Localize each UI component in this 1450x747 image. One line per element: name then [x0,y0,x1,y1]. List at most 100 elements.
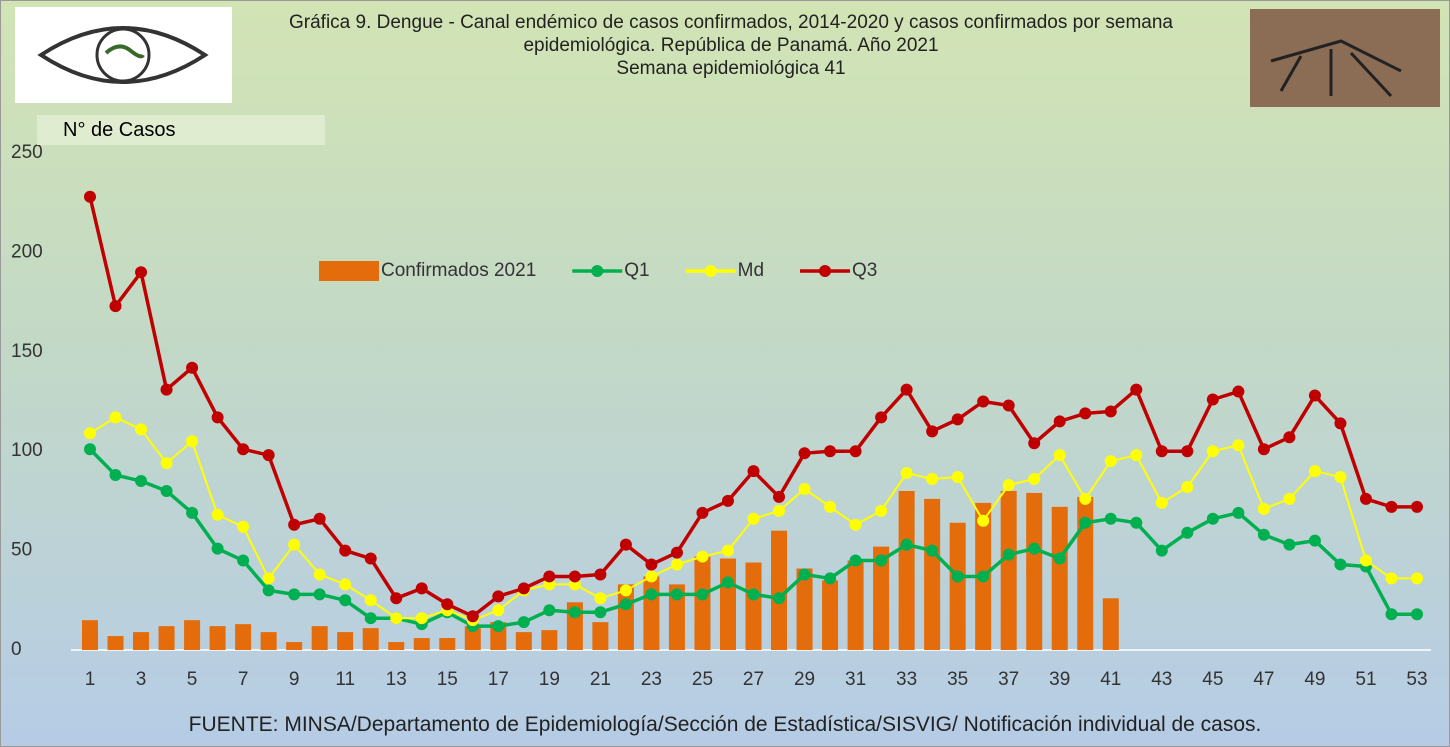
y-tick-label: 250 [11,142,43,163]
bar [899,491,915,650]
marker [799,568,811,580]
bar [363,628,379,650]
marker [773,505,785,517]
marker [773,491,785,503]
marker [110,411,122,423]
marker [850,519,862,531]
marker [722,576,734,588]
marker [1003,479,1015,491]
marker [1181,527,1193,539]
marker [1054,449,1066,461]
bar [694,557,710,650]
marker [824,445,836,457]
logo [15,7,232,103]
marker [748,465,760,477]
marker [569,570,581,582]
marker [926,545,938,557]
x-tick-label: 11 [335,669,355,690]
marker [875,555,887,567]
marker [1156,497,1168,509]
marker [110,469,122,481]
marker [1207,513,1219,525]
marker [1258,443,1270,455]
marker [645,559,657,571]
page: 0501001502002501357911131517192123252729… [0,0,1450,747]
marker [84,191,96,203]
x-tick-label: 15 [437,669,458,690]
bar [414,638,430,650]
bar [720,559,736,650]
bar [108,636,124,650]
y-tick-label: 200 [11,241,43,262]
bar [924,499,940,650]
marker [1054,415,1066,427]
bar [1052,507,1068,650]
marker [926,473,938,485]
marker [1385,501,1397,513]
bar [286,642,302,650]
marker [1130,517,1142,529]
x-tick-label: 41 [1100,669,1121,690]
marker [263,449,275,461]
marker [1309,535,1321,547]
marker [1334,417,1346,429]
bar [746,563,762,650]
marker [161,384,173,396]
legend-label: Md [738,260,764,281]
marker [390,612,402,624]
x-tick-label: 21 [590,669,611,690]
x-tick-label: 31 [845,669,866,690]
marker [237,443,249,455]
marker [1283,539,1295,551]
marker [671,588,683,600]
marker [875,411,887,423]
marker [288,519,300,531]
legend-swatch [705,265,717,277]
marker [1385,572,1397,584]
bar [1001,491,1017,650]
marker [1054,553,1066,565]
x-tick-label: 5 [187,669,198,690]
marker [850,445,862,457]
marker [518,582,530,594]
marker [773,592,785,604]
chart: 0501001502002501357911131517192123252729… [1,1,1449,746]
marker [365,594,377,606]
marker [1258,529,1270,541]
bar [312,626,328,650]
marker [1003,549,1015,561]
marker [1079,407,1091,419]
marker [1156,545,1168,557]
marker [1360,555,1372,567]
marker [135,266,147,278]
marker [671,559,683,571]
x-tick-label: 43 [1151,669,1172,690]
x-tick-label: 49 [1304,669,1325,690]
marker [237,555,249,567]
marker [416,612,428,624]
legend-label: Q3 [852,260,877,281]
x-tick-label: 45 [1202,669,1223,690]
bar [82,620,98,650]
marker [952,570,964,582]
chart-title: Gráfica 9. Dengue - Canal endémico de ca… [241,11,1221,57]
x-tick-label: 51 [1355,669,1376,690]
x-tick-label: 19 [539,669,560,690]
marker [1028,473,1040,485]
bar [1026,493,1042,650]
marker [84,427,96,439]
x-tick-label: 13 [386,669,407,690]
marker [1028,543,1040,555]
marker [875,505,887,517]
marker [543,570,555,582]
legend-label: Confirmados 2021 [381,260,536,281]
marker [1105,455,1117,467]
bar [950,523,966,650]
legend-swatch [591,265,603,277]
marker [1360,493,1372,505]
marker [339,545,351,557]
marker [1309,465,1321,477]
bar [159,626,175,650]
marker [1232,507,1244,519]
marker [722,545,734,557]
